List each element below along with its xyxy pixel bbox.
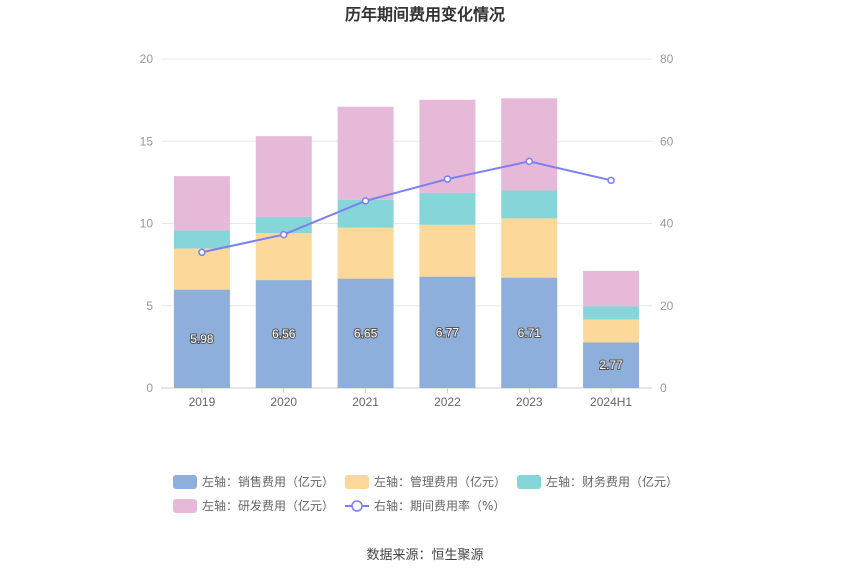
left-tick-label: 0 bbox=[146, 381, 153, 395]
bar-segment bbox=[501, 277, 558, 388]
bar-segment bbox=[419, 224, 476, 277]
bar-segment bbox=[173, 230, 230, 249]
bar-labels: 5.98 6.56 6.65 6.77 6.71 2.77 bbox=[189, 324, 624, 373]
legend[interactable]: 左轴：销售费用（亿元） 左轴：管理费用（亿元） 左轴：财务费用（亿元） 左轴：研发费用… bbox=[173, 474, 678, 513]
rate-line bbox=[198, 157, 615, 257]
bar-segment bbox=[173, 176, 230, 231]
x-tick-label: 2019 bbox=[189, 395, 216, 409]
rate-point bbox=[361, 197, 370, 205]
bar-segment bbox=[337, 278, 394, 388]
left-tick-label: 15 bbox=[140, 134, 154, 148]
right-axis: 0 20 40 60 80 bbox=[660, 52, 674, 395]
legend-label: 右轴：期间费用率（%） bbox=[374, 498, 505, 513]
bar-segment bbox=[337, 227, 394, 279]
bar-segment bbox=[337, 106, 394, 200]
x-tick-label: 2023 bbox=[516, 395, 543, 409]
bar-value-label: 5.98 bbox=[190, 332, 214, 346]
bar-segment bbox=[255, 136, 312, 217]
rate-point bbox=[607, 176, 615, 185]
legend-label: 左轴：研发费用（亿元） bbox=[202, 498, 334, 513]
legend-swatch bbox=[173, 475, 197, 489]
bar-segment bbox=[583, 270, 640, 307]
legend-label: 左轴：管理费用（亿元） bbox=[374, 474, 506, 489]
rate-line-path bbox=[201, 160, 612, 254]
bar-segment bbox=[173, 289, 230, 388]
left-tick-label: 20 bbox=[140, 52, 154, 66]
legend-label: 左轴：财务费用（亿元） bbox=[546, 474, 678, 489]
legend-swatch bbox=[517, 475, 541, 489]
x-tick-label: 2021 bbox=[352, 395, 379, 409]
bar-segment bbox=[255, 280, 312, 388]
legend-swatch bbox=[173, 499, 197, 513]
legend-swatch bbox=[345, 475, 369, 489]
x-tick-label: 2022 bbox=[434, 395, 461, 409]
left-tick-label: 10 bbox=[140, 217, 154, 231]
left-tick-label: 5 bbox=[146, 299, 153, 313]
bar-segment bbox=[583, 342, 640, 388]
rate-point bbox=[525, 157, 533, 166]
rate-point bbox=[198, 248, 206, 257]
bar-segment bbox=[419, 276, 476, 388]
rate-point bbox=[443, 175, 452, 183]
bar-segment bbox=[583, 306, 640, 320]
x-tick-label: 2020 bbox=[270, 395, 297, 409]
bar-value-label: 6.56 bbox=[272, 327, 296, 341]
legend-label: 左轴：销售费用（亿元） bbox=[202, 474, 334, 489]
bar-segment bbox=[501, 190, 558, 219]
bar-segment bbox=[501, 218, 558, 278]
bar-segment bbox=[501, 98, 558, 191]
bar-segment bbox=[255, 233, 312, 281]
chart-title: 历年期间费用变化情况 bbox=[345, 5, 505, 24]
x-tick-label: 2024H1 bbox=[590, 395, 632, 409]
bar-value-label: 6.77 bbox=[436, 325, 460, 339]
source-note: 数据来源：恒生聚源 bbox=[366, 548, 483, 563]
left-axis: 0 5 10 15 20 bbox=[140, 52, 154, 395]
rate-point bbox=[280, 230, 288, 239]
right-tick-label: 60 bbox=[660, 134, 674, 148]
right-tick-label: 20 bbox=[660, 299, 674, 313]
bar-value-label: 6.65 bbox=[354, 326, 378, 340]
bar-value-label: 6.71 bbox=[518, 326, 542, 340]
bar-segment bbox=[583, 319, 640, 343]
legend-marker bbox=[351, 500, 363, 512]
x-axis: 2019 2020 2021 2022 2023 2024H1 bbox=[189, 388, 632, 409]
grid bbox=[161, 58, 652, 389]
bars bbox=[173, 98, 640, 388]
right-tick-label: 0 bbox=[660, 381, 667, 395]
right-tick-label: 40 bbox=[660, 217, 674, 231]
right-tick-label: 80 bbox=[660, 52, 674, 66]
bar-segment bbox=[419, 192, 476, 225]
bar-segment bbox=[255, 216, 312, 234]
bar-value-label: 2.77 bbox=[599, 358, 623, 372]
